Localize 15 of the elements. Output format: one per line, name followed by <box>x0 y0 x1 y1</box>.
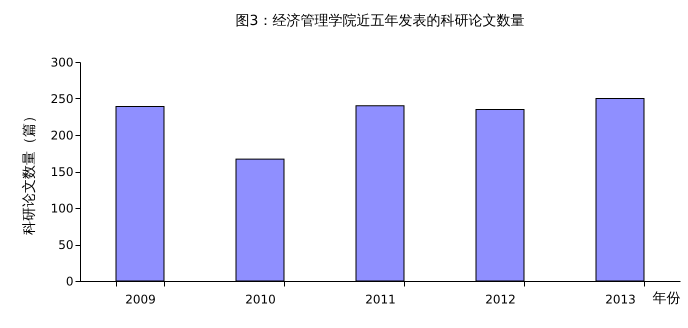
y-tick-label: 250 <box>50 92 74 106</box>
y-tick-label: 200 <box>50 128 74 142</box>
x-tick-label: 2009 <box>125 292 156 306</box>
x-tick-label: 2011 <box>365 292 396 306</box>
y-tick-label: 50 <box>58 238 74 252</box>
x-tick-label: 2010 <box>245 292 276 306</box>
y-tick-label: 150 <box>50 165 74 179</box>
y-axis-title: 科研论文数量（篇） <box>22 109 38 235</box>
y-tick-label: 100 <box>50 202 74 216</box>
x-tick-label: 2013 <box>605 292 636 306</box>
chart-title: 图3：经济管理学院近五年发表的科研论文数量 <box>236 13 524 29</box>
y-tick-label: 0 <box>66 274 74 288</box>
x-tick-label: 2012 <box>485 292 516 306</box>
x-axis-title: 年份 <box>652 290 680 306</box>
y-tick-label: 300 <box>50 56 74 70</box>
